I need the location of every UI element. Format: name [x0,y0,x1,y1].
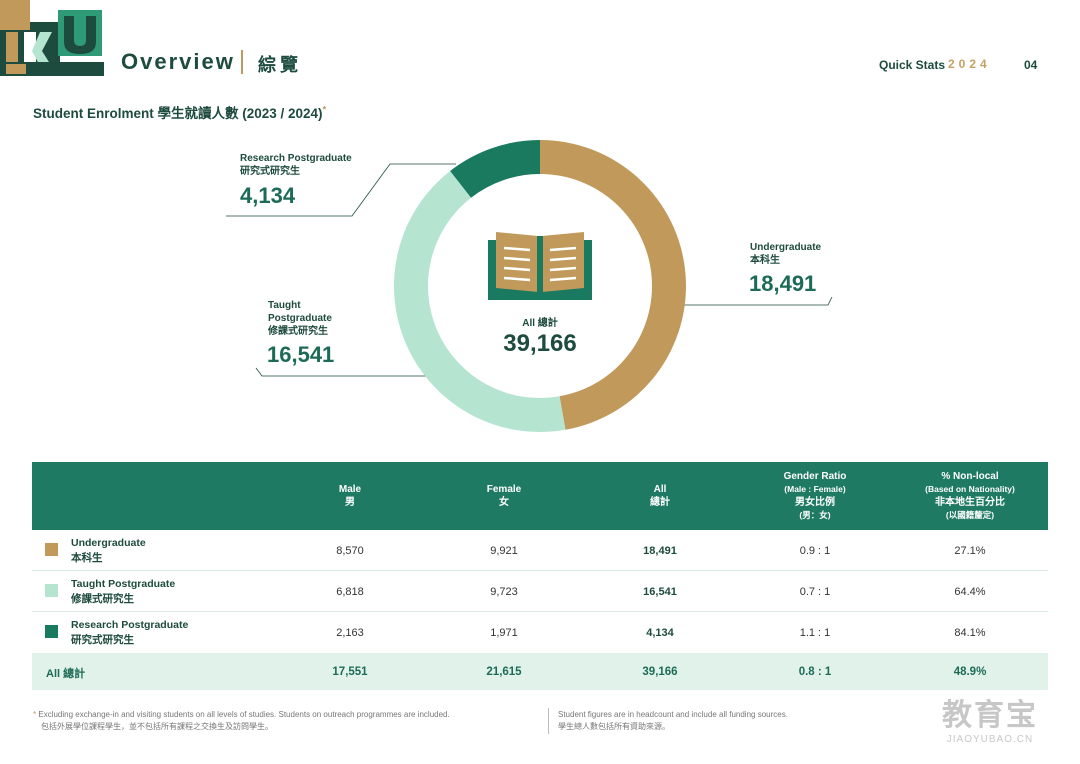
section-title: Student Enrolment 學生就讀人數 (2023 / 2024)* [33,104,327,122]
donut-center-label: All 總計 [522,318,558,329]
hku-logo [0,0,104,76]
table-total-row: All 總計 17,551 21,615 39,166 0.8 : 1 48.9… [32,653,1048,690]
watermark: 教育宝 JIAOYUBAO.CN [942,699,1038,745]
title-divider [241,50,243,74]
row-label: Taught Postgraduate 修課式研究生 [71,578,176,605]
callout-taught-value: 16,541 [267,342,335,367]
total-male: 17,551 [332,665,368,678]
cell-all: 18,491 [643,544,677,557]
table-row: Taught Postgraduate 修課式研究生 6,818 9,723 16… [32,571,1048,612]
quick-stats-year: 2024 [948,57,991,71]
page-number: 04 [1024,58,1038,72]
donut-center-value: 39,166 [503,330,577,357]
col-male: Male 男 [338,484,362,508]
total-nonlocal: 48.9% [953,665,987,678]
cell-ratio: 0.7 : 1 [799,585,831,598]
table-row: Undergraduate 本科生 8,570 9,921 18,491 0.9 … [32,530,1048,571]
footnote-left: * Excluding exchange-in and visiting stu… [33,710,450,731]
total-all: 39,166 [642,665,678,678]
row-label: Undergraduate 本科生 [71,537,146,564]
callout-undergrad-label: Undergraduate 本科生 [750,241,821,267]
callout-undergrad-name-cn: 本科生 [750,255,780,266]
callout-taught-name: Taught Postgraduate [268,300,332,324]
row-label: Research Postgraduate 研究式研究生 [71,619,189,646]
quick-stats-label: Quick Stats [879,58,946,72]
callout-taught-name-cn: 修課式研究生 [268,326,328,337]
callout-research-value: 4,134 [240,183,296,208]
callout-research-name: Research Postgraduate [240,153,352,164]
book-icon [488,232,592,300]
cell-ratio: 1.1 : 1 [799,626,831,639]
callout-research-name-cn: 研究式研究生 [240,166,300,177]
cell-female: 1,971 [490,626,518,639]
cell-nonlocal: 84.1% [954,626,986,639]
col-female: Female 女 [486,484,522,508]
page-title-cn: 綜覽 [258,55,302,75]
footnote-divider [548,708,549,734]
col-gender-ratio: Gender Ratio (Male : Female) 男女比例 (男：女) [783,471,847,520]
cell-nonlocal: 64.4% [954,585,986,598]
donut-slice-research-postgraduate [450,140,540,198]
total-female: 21,615 [486,665,522,678]
footnote-right: Student figures are in headcount and inc… [558,710,788,731]
cell-ratio: 0.9 : 1 [799,544,831,557]
swatch-research [45,625,58,638]
swatch-taught [45,584,58,597]
cell-male: 8,570 [336,544,364,557]
page-title: Overview [121,49,235,74]
callout-undergrad-name: Undergraduate [750,242,822,253]
total-ratio: 0.8 : 1 [798,665,832,678]
col-non-local: % Non-local (Based on Nationality) 非本地生百分… [925,471,1015,520]
table-row: Research Postgraduate 研究式研究生 2,163 1,971 … [32,612,1048,653]
cell-female: 9,921 [490,544,518,557]
total-label: All 總計 [46,668,86,680]
cell-all: 4,134 [646,626,674,639]
donut-slice-taught-postgraduate [394,170,566,433]
callout-research-label: Research Postgraduate 研究式研究生 [240,152,352,178]
table-header: Male 男 Female 女 All 總計 Gender Ratio (Male : … [32,462,1048,530]
cell-female: 9,723 [490,585,518,598]
cell-nonlocal: 27.1% [954,544,986,557]
enrolment-donut-chart [394,140,687,433]
col-all: All 總計 [650,484,670,508]
callout-undergrad-value: 18,491 [749,271,817,296]
cell-all: 16,541 [643,585,677,598]
donut-slice-undergraduate [540,140,687,430]
swatch-undergraduate [45,543,58,556]
cell-male: 6,818 [336,585,364,598]
callout-taught-label: Taught Postgraduate 修課式研究生 [268,299,348,338]
cell-male: 2,163 [336,626,364,639]
